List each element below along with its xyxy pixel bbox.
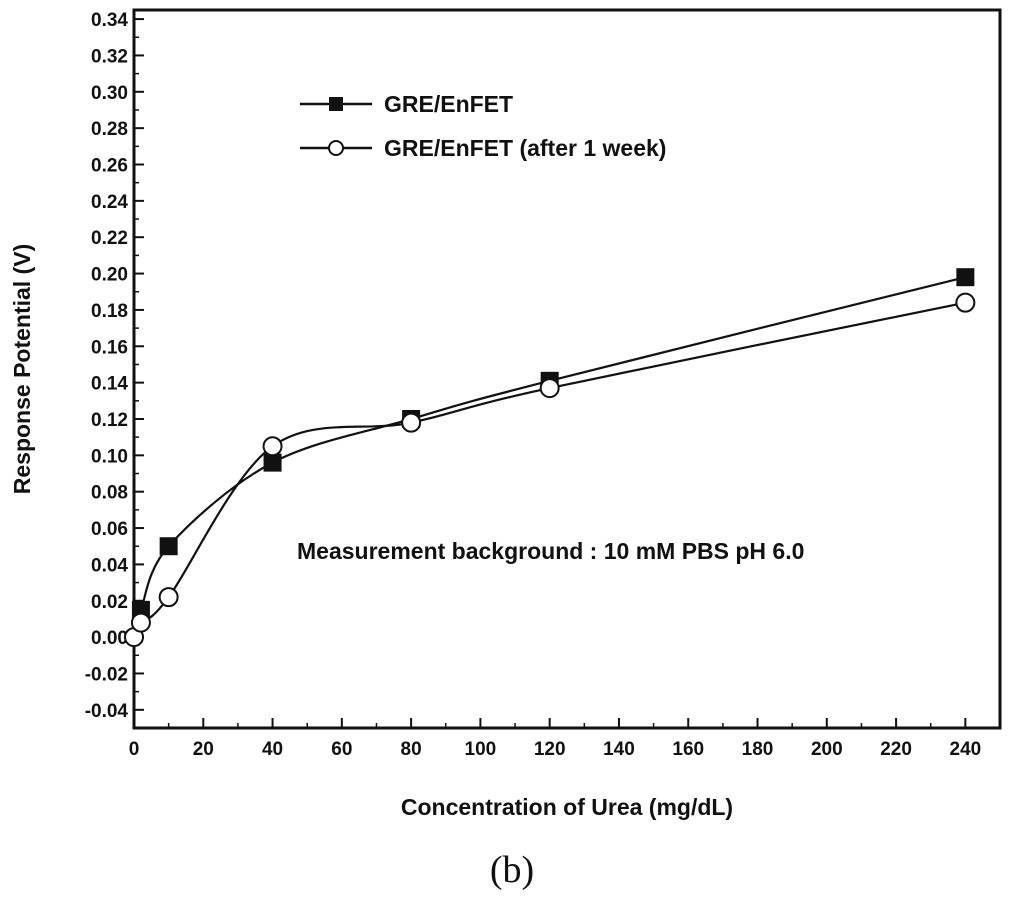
series-layer	[124, 268, 976, 648]
x-tick-label: 220	[880, 739, 912, 760]
data-point-after-1-week	[158, 587, 179, 608]
y-tick-label: 0.10	[91, 446, 128, 467]
x-tick-label: 240	[950, 739, 982, 760]
legend-label-gre-enfet: GRE/EnFET	[384, 91, 513, 117]
x-tick-label: 0	[129, 739, 140, 760]
y-tick-label: 0.30	[91, 83, 128, 104]
y-tick-label: 0.02	[91, 592, 128, 613]
y-tick-label: 0.22	[91, 228, 128, 249]
data-point-gre-enfet	[159, 537, 178, 556]
y-tick-label: -0.02	[85, 664, 128, 685]
x-tick-label: 80	[401, 739, 422, 760]
panel-label: (b)	[489, 849, 535, 891]
y-tick-label: 0.28	[91, 119, 128, 140]
y-tick-label: 0.04	[91, 555, 128, 576]
measurement-background-note: Measurement background : 10 mM PBS pH 6.…	[297, 538, 804, 564]
data-point-after-1-week	[262, 436, 283, 457]
y-tick-label: 0.12	[91, 410, 128, 431]
y-tick-label: 0.16	[91, 337, 128, 358]
y-tick-label: 0.00	[91, 628, 128, 649]
y-axis-title: Response Potential (V)	[9, 244, 35, 494]
data-point-after-1-week	[539, 378, 560, 399]
x-tick-label: 140	[603, 739, 635, 760]
legend-marker-filled-square	[329, 97, 343, 111]
x-tick-label: 120	[534, 739, 566, 760]
legend-marker-open-circle	[328, 140, 344, 156]
y-tick-label: 0.18	[91, 301, 128, 322]
data-point-gre-enfet	[263, 453, 282, 472]
x-axis-ticks: 0 20 40 60 80 100 120 140 160 180 200 220 240	[129, 718, 982, 760]
data-point-after-1-week	[130, 612, 151, 633]
y-tick-label: 0.14	[91, 374, 128, 395]
y-axis-ticks: -0.04 -0.02 0.00 0.02 0.04 0.06 0.08 0.10 0.12 0.…	[85, 10, 144, 722]
response-potential-chart: 0 20 40 60 80 100 120 140 160 180 200 220 240 -0.04-…	[9, 8, 1002, 820]
y-tick-label: 0.34	[91, 10, 128, 31]
x-tick-label: 200	[811, 739, 843, 760]
data-point-after-1-week	[401, 412, 422, 433]
y-tick-label: 0.20	[91, 265, 128, 286]
data-point-after-1-week	[955, 292, 976, 313]
y-tick-label: -0.04	[85, 701, 129, 722]
y-tick-label: 0.08	[91, 483, 128, 504]
x-tick-label: 160	[672, 739, 704, 760]
x-tick-label: 40	[262, 739, 283, 760]
y-tick-label: 0.06	[91, 519, 128, 540]
x-axis-title: Concentration of Urea (mg/dL)	[401, 794, 733, 820]
x-tick-label: 180	[742, 739, 774, 760]
y-tick-label: 0.32	[91, 46, 128, 67]
legend: GRE/EnFET GRE/EnFET (after 1 week)	[300, 91, 666, 161]
y-tick-label: 0.24	[91, 192, 128, 213]
y-tick-label: 0.26	[91, 156, 128, 177]
plot-frame	[132, 8, 1002, 730]
x-tick-label: 100	[465, 739, 497, 760]
data-point-gre-enfet	[956, 268, 975, 287]
x-tick-label: 20	[193, 739, 214, 760]
legend-label-after-1-week: GRE/EnFET (after 1 week)	[384, 135, 666, 161]
x-tick-label: 60	[331, 739, 352, 760]
